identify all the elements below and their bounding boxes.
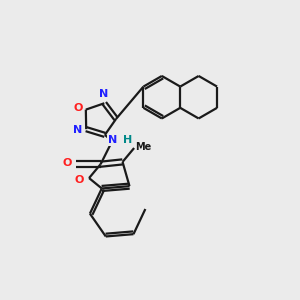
Text: N: N xyxy=(107,135,117,146)
Text: O: O xyxy=(75,176,84,185)
Text: N: N xyxy=(73,125,82,135)
Text: H: H xyxy=(123,135,132,146)
Text: Me: Me xyxy=(135,142,152,152)
Text: O: O xyxy=(73,103,82,113)
Text: O: O xyxy=(63,158,72,168)
Text: N: N xyxy=(98,89,108,99)
